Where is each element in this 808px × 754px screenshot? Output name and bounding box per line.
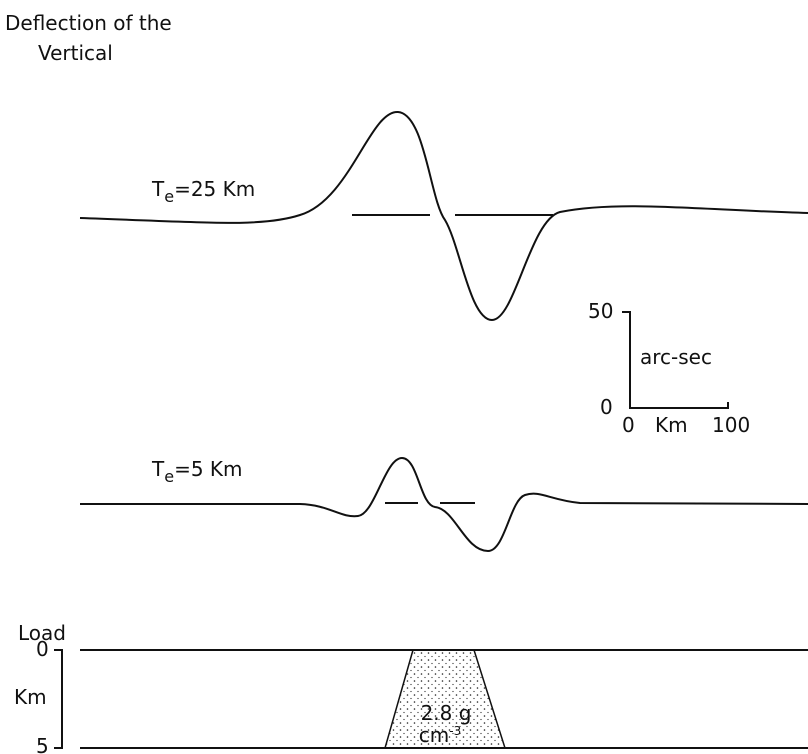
symbol: T <box>151 457 165 481</box>
scale-unit: arc-sec <box>640 345 712 369</box>
title-line: Vertical <box>38 41 113 65</box>
profile-label: Te=25 Km <box>151 177 255 206</box>
subscript: e <box>164 187 174 206</box>
scale-unit: Km <box>655 413 688 437</box>
depth-label: 0 <box>36 637 49 661</box>
scale-label: 50 <box>588 299 613 323</box>
scale-label: 0 <box>622 413 635 437</box>
depth-bracket <box>54 650 62 748</box>
profile-label: Te=5 Km <box>151 457 243 486</box>
symbol: T <box>151 177 165 201</box>
depth-label: 5 <box>36 734 49 754</box>
exponent: -3 <box>449 724 461 738</box>
title-line: Deflection of the <box>5 11 172 35</box>
depth-unit: Km <box>14 685 47 709</box>
unit: cm <box>419 723 449 747</box>
scale-label: 0 <box>600 395 613 419</box>
density-label: 2.8 g <box>421 701 472 725</box>
scale-label: 100 <box>712 413 750 437</box>
value: =25 Km <box>174 177 255 201</box>
figure: Deflection of the Vertical Te=25 Km 50 0… <box>0 0 808 754</box>
subscript: e <box>164 467 174 486</box>
value: =5 Km <box>174 457 242 481</box>
profile-curve <box>80 112 808 320</box>
